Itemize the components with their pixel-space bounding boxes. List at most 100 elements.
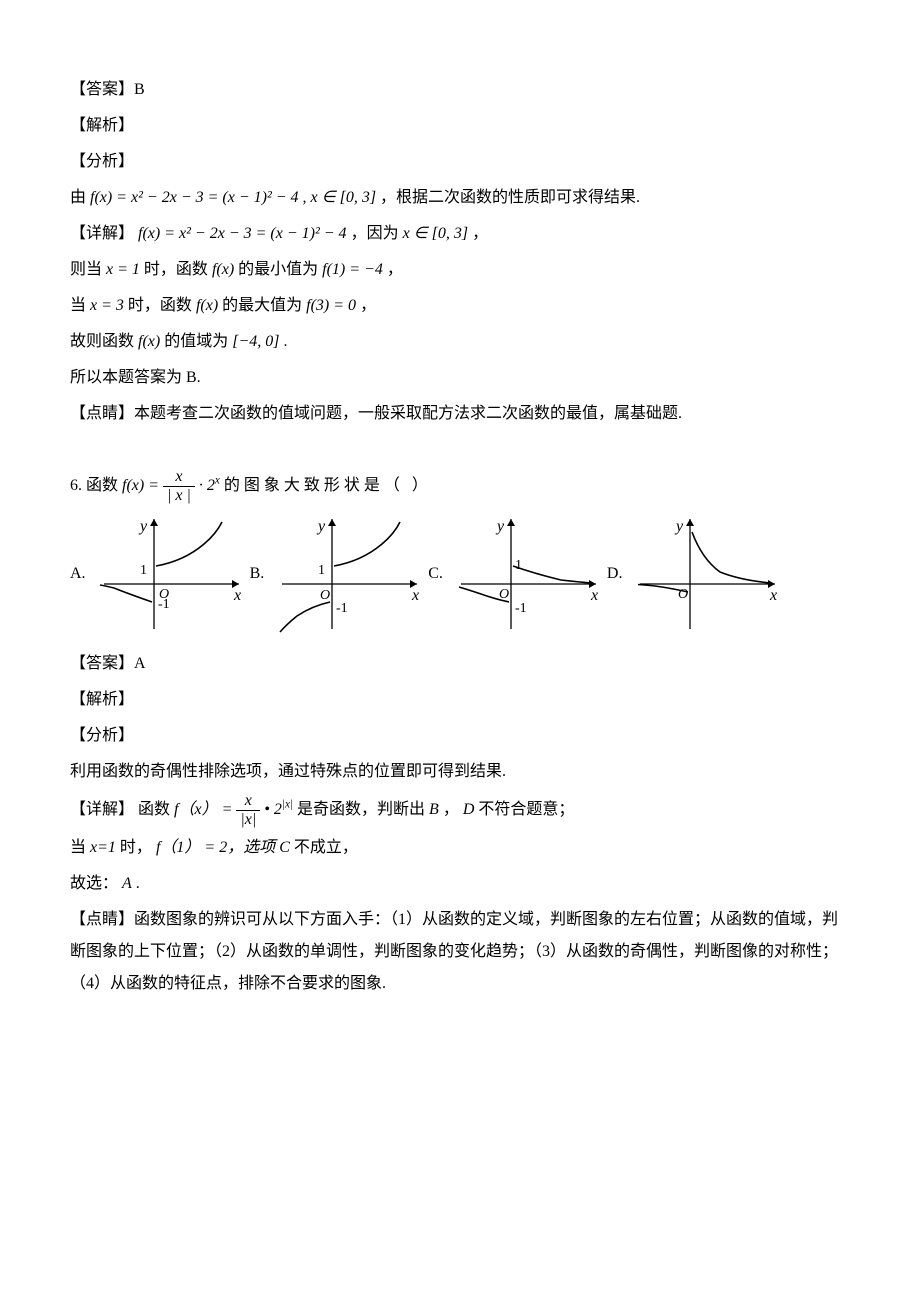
q6-answer: 【答案】A bbox=[70, 648, 850, 680]
tick-1: 1 bbox=[318, 563, 325, 578]
fraction: x | x | bbox=[163, 468, 195, 504]
frac-den: |x| bbox=[236, 811, 260, 829]
math: x = 1 bbox=[106, 261, 140, 278]
body: 本题考查二次函数的值域问题，一般采取配方法求二次函数的最值，属基础题. bbox=[134, 405, 682, 422]
text: 时，函数 bbox=[144, 261, 212, 278]
origin-label: O bbox=[678, 587, 688, 602]
text: 函数 bbox=[138, 801, 174, 818]
label: 【详解】 bbox=[70, 225, 134, 242]
label: 【点睛】 bbox=[70, 911, 134, 928]
comma: ， bbox=[443, 801, 459, 818]
exp: |x| bbox=[282, 799, 293, 811]
q5-jiexi: 【解析】 bbox=[70, 110, 850, 142]
option-a-label: A. bbox=[70, 558, 86, 590]
q6-options-row: A. y x O 1 -1 B. y x O 1 -1 C. y bbox=[70, 514, 850, 634]
math: x=1 bbox=[90, 839, 116, 856]
graph-d: y x O bbox=[630, 514, 780, 634]
q6-fenxi-label: 【分析】 bbox=[70, 720, 850, 752]
math: f（x） bbox=[174, 801, 218, 818]
axis-x-label: x bbox=[411, 587, 419, 604]
math-expr: f(x) = x² − 2x − 3 = (x − 1)² − 4 , x ∈ … bbox=[90, 189, 376, 206]
tick-1: 1 bbox=[140, 563, 147, 578]
option-d-label: D. bbox=[607, 558, 623, 590]
label: 【点睛】 bbox=[70, 405, 134, 422]
q5-detail: 【详解】 f(x) = x² − 2x − 3 = (x − 1)² − 4 ，… bbox=[70, 218, 850, 250]
text: 的最小值为 bbox=[238, 261, 322, 278]
opt-b: B bbox=[429, 801, 439, 818]
q5-min: 则当 x = 1 时，函数 f(x) 的最小值为 f(1) = −4 ， bbox=[70, 254, 850, 286]
axis-y-label: y bbox=[316, 518, 326, 535]
text: · 2 bbox=[199, 477, 215, 494]
math: [−4, 0] bbox=[232, 333, 279, 350]
text: 不成立， bbox=[294, 839, 358, 856]
math: f(3) = 0 bbox=[306, 297, 356, 314]
math: x = 3 bbox=[90, 297, 124, 314]
math: f(x) bbox=[212, 261, 234, 278]
graph-c: y x O 1 -1 bbox=[451, 514, 601, 634]
text: 故选： bbox=[70, 875, 118, 892]
axis-y-label: y bbox=[495, 518, 505, 535]
q5-range: 故则函数 f(x) 的值域为 [−4, 0] . bbox=[70, 326, 850, 358]
math: f(1) = −4 bbox=[322, 261, 383, 278]
fraction: x |x| bbox=[236, 792, 260, 828]
tick-m1: -1 bbox=[515, 601, 527, 616]
q6-jiexi: 【解析】 bbox=[70, 684, 850, 716]
dot: • 2 bbox=[264, 801, 282, 818]
q5-fenxi-label: 【分析】 bbox=[70, 146, 850, 178]
axis-x-label: x bbox=[590, 587, 598, 604]
text: 时， bbox=[120, 839, 152, 856]
q6-dianjing: 【点睛】函数图象的辨识可从以下方面入手：（1）从函数的定义域，判断图象的左右位置… bbox=[70, 904, 850, 1000]
q5-so: 所以本题答案为 B. bbox=[70, 362, 850, 394]
tick-m1: -1 bbox=[336, 601, 348, 616]
text: 的最大值为 bbox=[222, 297, 306, 314]
q5-fenxi-body: 由 f(x) = x² − 2x − 3 = (x − 1)² − 4 , x … bbox=[70, 182, 850, 214]
text: 当 bbox=[70, 297, 90, 314]
axis-x-label: x bbox=[233, 587, 241, 604]
graph-b: y x O 1 -1 bbox=[272, 514, 422, 634]
text: 是奇函数，判断出 bbox=[297, 801, 429, 818]
text: ，因为 bbox=[351, 225, 403, 242]
text: 的图象大致形状是（ ） bbox=[224, 477, 432, 494]
math: f（1） bbox=[156, 839, 200, 856]
math-expr: f(x) = x² − 2x − 3 = (x − 1)² − 4 bbox=[138, 225, 347, 242]
opt-c: C bbox=[279, 839, 290, 856]
origin-label: O bbox=[320, 588, 330, 603]
q5-dianjing: 【点睛】本题考查二次函数的值域问题，一般采取配方法求二次函数的最值，属基础题. bbox=[70, 398, 850, 430]
eq: = bbox=[222, 801, 233, 818]
text: 故则函数 bbox=[70, 333, 138, 350]
ans: A bbox=[122, 875, 132, 892]
q5-max: 当 x = 3 时，函数 f(x) 的最大值为 f(3) = 0 ， bbox=[70, 290, 850, 322]
exp: x bbox=[215, 474, 220, 486]
opt-d: D bbox=[463, 801, 475, 818]
text: ， bbox=[360, 297, 376, 314]
text: ， bbox=[387, 261, 403, 278]
text: . bbox=[283, 333, 287, 350]
frac-den: | x | bbox=[163, 487, 195, 505]
q6-detail: 【详解】 函数 f（x） = x |x| • 2|x| 是奇函数，判断出 B ，… bbox=[70, 792, 850, 828]
eq: = 2，选项 bbox=[204, 839, 279, 856]
q6-stem: 6. 函数 f(x) = x | x | · 2x 的图象大致形状是（ ） bbox=[70, 468, 850, 504]
q5-answer: 【答案】B bbox=[70, 74, 850, 106]
q6-line2: 当 x=1 时， f（1） = 2，选项 C 不成立， bbox=[70, 832, 850, 864]
axis-x-label: x bbox=[769, 587, 777, 604]
option-b-label: B. bbox=[250, 558, 265, 590]
option-c-label: C. bbox=[428, 558, 443, 590]
text: 6. 函数 bbox=[70, 477, 122, 494]
text: 当 bbox=[70, 839, 90, 856]
math-func: f(x) = bbox=[122, 477, 159, 494]
text: . bbox=[136, 875, 140, 892]
text: 的值域为 bbox=[164, 333, 232, 350]
label: 【详解】 bbox=[70, 801, 134, 818]
q6-fenxi-body: 利用函数的奇偶性排除选项，通过特殊点的位置即可得到结果. bbox=[70, 756, 850, 788]
graph-a: y x O 1 -1 bbox=[94, 514, 244, 634]
frac-num: x bbox=[163, 468, 195, 487]
tick-1: 1 bbox=[515, 558, 522, 573]
tick-m1: -1 bbox=[158, 597, 170, 612]
text: ， bbox=[472, 225, 488, 242]
axis-y-label: y bbox=[674, 518, 684, 535]
text: 由 bbox=[70, 189, 90, 206]
math: f(x) bbox=[196, 297, 218, 314]
text: 则当 bbox=[70, 261, 106, 278]
text: 不符合题意； bbox=[478, 801, 574, 818]
math: f(x) bbox=[138, 333, 160, 350]
